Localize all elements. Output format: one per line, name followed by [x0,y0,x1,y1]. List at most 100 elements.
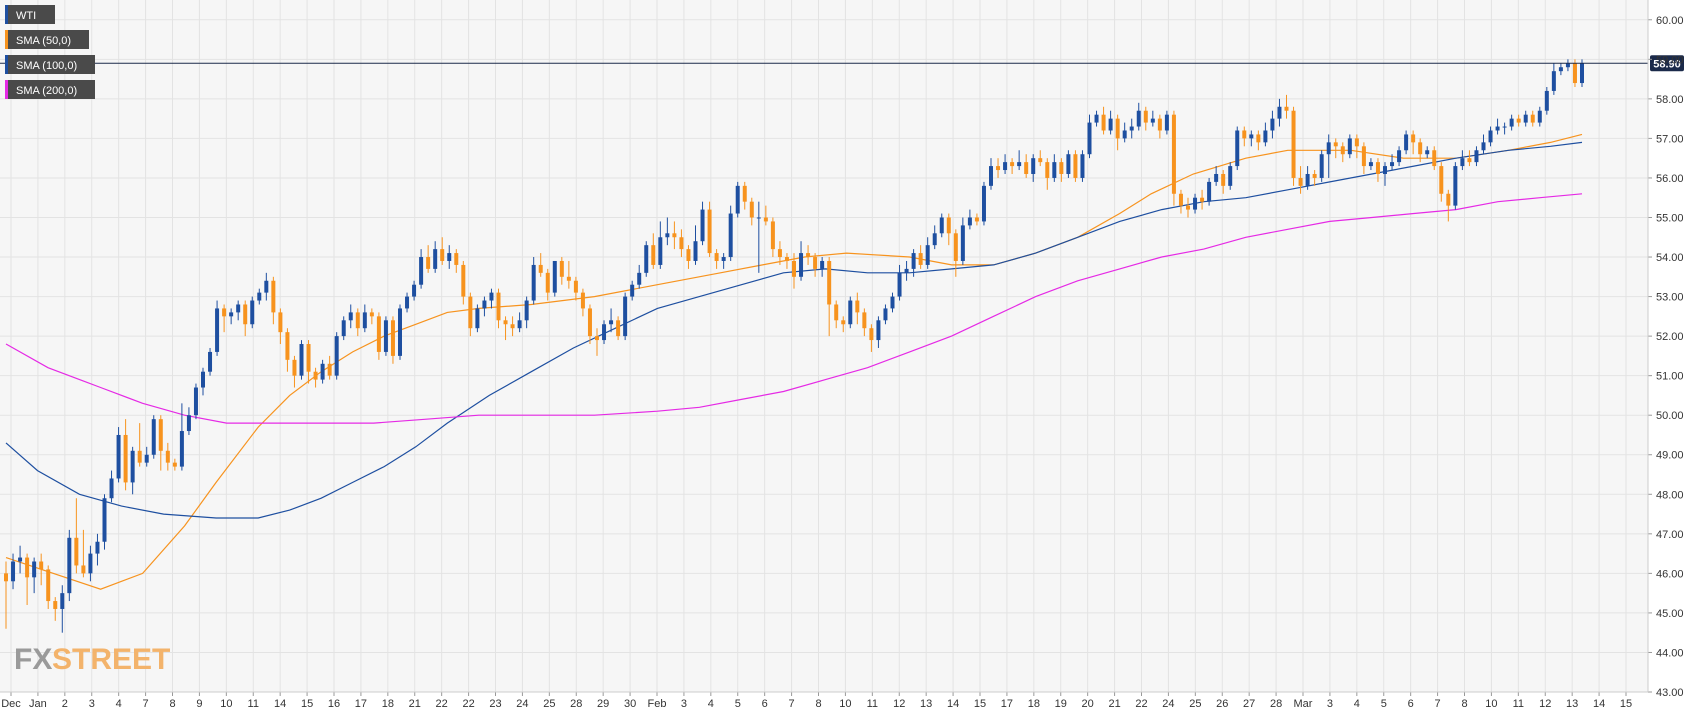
candle-body [784,257,789,261]
candle-body [1460,158,1465,167]
candle [1270,110,1275,139]
candle [1207,177,1212,206]
candle-body [398,308,402,356]
x-tick-label: 11 [867,698,878,710]
candle-body [1453,166,1458,206]
candle-body [151,419,156,455]
candle [566,260,571,289]
candle-body [897,272,902,297]
legend-item[interactable]: WTI [5,5,55,24]
candle-body [271,280,276,313]
candle [1256,130,1261,151]
candle-body [1361,146,1366,167]
candle-body [320,363,325,380]
candle-body [665,233,670,238]
candle [925,237,930,269]
x-tick-label: 26 [1216,698,1228,710]
candle [869,324,874,352]
x-tick-label: 2 [62,698,68,710]
candle [1572,59,1577,87]
candle [1214,166,1219,186]
candle-body [1003,162,1008,171]
candle-body [327,363,332,376]
candle-body [496,292,501,321]
candle [806,245,811,265]
candle-body [369,312,374,317]
candle-body [215,308,220,352]
candle [299,340,304,380]
x-tick-label: 29 [597,698,609,710]
candle-body [714,253,719,261]
candle-body [904,268,909,273]
candle [1003,154,1008,174]
candle [609,308,614,333]
x-tick-label: 7 [1435,698,1441,710]
legend: WTI SMA (50,0) SMA (100,0) SMA (200,0) [5,5,95,99]
sma-50-line [5,133,1583,590]
x-tick-label: 23 [489,698,501,710]
legend-item[interactable]: SMA (100,0) [5,55,95,74]
candle [728,205,733,261]
candle-body [1031,158,1036,174]
x-tick-label: 15 [1620,698,1632,710]
legend-item[interactable]: SMA (50,0) [5,30,89,49]
candle [946,213,951,246]
x-tick-label: 11 [248,698,259,710]
candle-body [1150,118,1155,123]
candle-body [939,217,944,234]
candle [1066,150,1071,178]
candle [1305,166,1310,190]
candle-body [848,300,853,325]
candle [939,213,944,238]
x-tick-label: Dec [1,698,21,710]
candle-body [1186,205,1190,210]
candle-body [911,253,916,269]
candle-body [1291,110,1296,178]
candle [1404,130,1409,155]
legend-item[interactable]: SMA (200,0) [5,80,95,99]
legend-item-box [5,80,95,99]
candle [1467,150,1472,167]
candle-body [1565,63,1570,68]
candle [4,561,8,629]
candle [1143,106,1148,131]
candle-body [770,221,775,250]
candle-body [1101,114,1106,131]
candle [1150,110,1155,127]
candle [433,241,438,273]
candle-body [637,272,642,285]
candle [383,316,388,356]
candle [1024,154,1029,178]
candle [1122,122,1127,143]
candle-body [792,260,796,277]
candle [538,253,543,277]
candle [1580,59,1584,87]
x-tick-label: 13 [1566,698,1578,710]
y-tick-label: 54.00 [1656,252,1684,264]
candle [848,296,853,329]
candle [714,249,719,269]
candle-body [109,478,114,499]
y-tick-label: 60.00 [1656,15,1684,27]
candle-body [946,217,951,234]
y-tick-label: 49.00 [1656,450,1684,462]
candle [1340,142,1345,163]
candle-body [1397,150,1402,163]
candle [398,304,402,360]
x-tick-label: 11 [1513,698,1524,710]
candle [264,272,269,301]
x-tick-label: 14 [274,698,286,710]
candle [461,260,466,305]
legend-item-label: SMA (200,0) [16,85,77,97]
candle-body [1467,158,1472,163]
x-tick-label: 28 [1270,698,1282,710]
candle [1516,114,1521,127]
x-tick-label: 17 [355,698,367,710]
x-tick-label: 10 [839,698,851,710]
x-tick-label: 28 [570,698,582,710]
candle [595,328,599,356]
candle [496,288,501,329]
candle-body [208,351,213,372]
candle [1017,150,1022,171]
